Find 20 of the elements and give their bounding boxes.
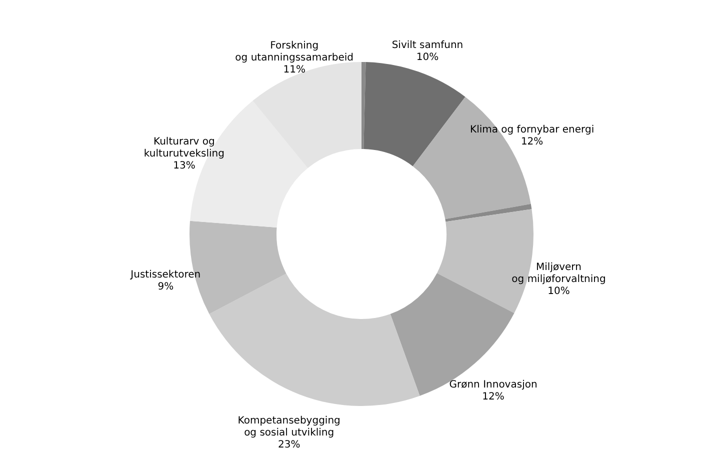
slice-label: Grønn Innovasjon xyxy=(449,379,538,390)
slice-label: Klima og fornybar energi xyxy=(470,124,594,136)
slice-label: Sivilt samfunn xyxy=(392,40,464,52)
slice-label: Miljøvern og miljøforvaltning xyxy=(512,262,606,286)
data-label: 11% xyxy=(283,64,306,76)
data-label: 10% xyxy=(548,286,570,298)
slice-label: Kompetansebygging og sosial utvikling xyxy=(238,415,340,438)
data-label: 12% xyxy=(520,136,544,148)
donut-slice xyxy=(209,274,420,406)
donut-slice xyxy=(364,62,466,166)
data-label: 12% xyxy=(482,391,504,402)
data-label: 13% xyxy=(173,160,196,172)
data-label: 23% xyxy=(278,439,300,450)
donut-slice xyxy=(445,204,532,222)
slice-label: Kulturarv og kulturutveksling xyxy=(144,136,224,160)
data-label: 10% xyxy=(416,52,439,64)
donut-slice xyxy=(362,62,366,150)
data-label: 9% xyxy=(158,282,174,293)
slice-label: Forskning og utanningssamarbeid xyxy=(235,40,354,64)
slice-label: Justissektoren xyxy=(130,270,201,281)
